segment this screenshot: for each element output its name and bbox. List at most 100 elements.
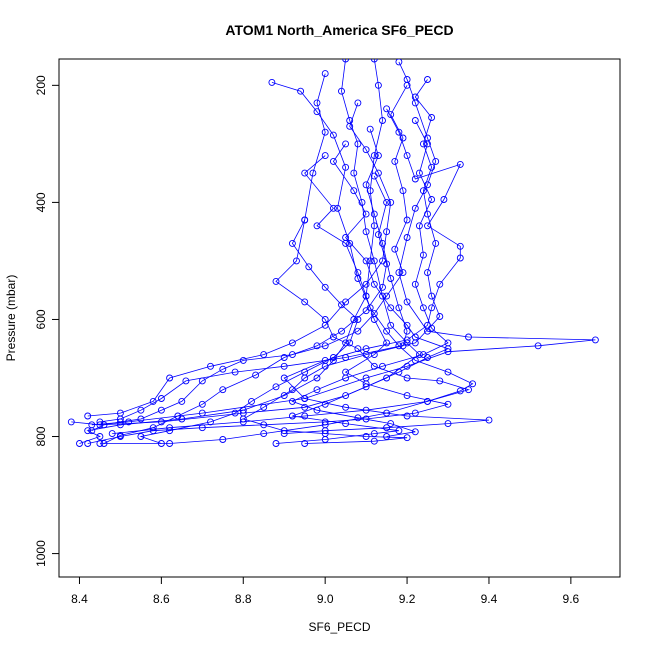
x-axis: 8.4 8.6 8.8 9.0 9.2 9.4 9.6	[71, 577, 580, 606]
data-point	[321, 418, 329, 426]
data-point	[424, 269, 431, 277]
data-point	[272, 440, 280, 447]
data-point	[280, 427, 288, 435]
series-line	[139, 219, 359, 444]
data-point	[342, 374, 350, 382]
data-point	[313, 374, 321, 382]
data-point	[301, 368, 309, 376]
data-point	[362, 257, 370, 265]
data-point	[338, 87, 345, 95]
series-line	[112, 73, 470, 434]
data-point	[379, 117, 386, 124]
data-point	[342, 163, 350, 171]
data-point	[198, 400, 206, 408]
data-point	[157, 406, 165, 414]
data-point	[313, 342, 321, 350]
data-point	[428, 304, 436, 312]
data-point	[88, 427, 96, 435]
y-axis-label: Pressure (mbar)	[4, 275, 18, 362]
data-point	[387, 111, 395, 119]
series-line	[283, 108, 490, 434]
data-point	[383, 424, 391, 432]
data-point	[354, 414, 362, 422]
data-point	[108, 430, 116, 438]
data-point	[288, 397, 296, 405]
data-point	[219, 436, 227, 443]
data-point	[321, 128, 329, 136]
data-point	[362, 380, 370, 388]
data-point	[280, 374, 288, 382]
data-point	[125, 418, 133, 426]
data-point	[411, 428, 419, 436]
data-point	[309, 169, 317, 177]
series-line	[103, 175, 388, 444]
data-point	[288, 412, 296, 420]
data-point	[342, 339, 350, 347]
x-tick-label: 9.4	[481, 592, 498, 606]
data-point	[411, 333, 419, 341]
data-point	[428, 163, 436, 171]
data-point	[321, 362, 329, 370]
data-point	[370, 257, 378, 265]
data-point	[383, 327, 391, 335]
data-point	[288, 239, 296, 247]
data-point	[424, 222, 431, 230]
x-tick-label: 9.0	[317, 592, 334, 606]
data-point	[354, 345, 362, 353]
data-point	[383, 433, 391, 440]
data-point	[387, 275, 395, 282]
data-point	[297, 87, 305, 95]
data-point	[354, 269, 362, 277]
data-point	[346, 339, 354, 347]
data-point	[84, 440, 92, 447]
data-point	[342, 59, 350, 63]
x-tick-label: 9.2	[399, 592, 416, 606]
data-point	[387, 304, 395, 312]
data-point	[207, 418, 214, 426]
data-point	[321, 283, 329, 291]
data-point	[383, 339, 391, 347]
data-point	[198, 377, 206, 385]
data-point	[395, 304, 403, 312]
data-point	[182, 377, 190, 385]
data-point	[387, 420, 395, 428]
data-point	[100, 440, 108, 447]
data-point	[399, 134, 407, 142]
data-point	[260, 430, 268, 438]
data-point	[391, 157, 399, 165]
data-point	[207, 362, 214, 370]
data-point	[239, 415, 247, 423]
x-tick-label: 8.4	[71, 592, 88, 606]
data-point	[100, 421, 108, 429]
data-point	[149, 424, 157, 432]
y-tick-label: 1000	[34, 540, 48, 567]
data-point	[313, 386, 321, 394]
data-point	[374, 152, 382, 160]
data-point	[399, 187, 407, 195]
data-point	[293, 257, 300, 265]
data-point	[374, 231, 382, 239]
y-tick-label: 200	[34, 75, 48, 95]
data-point	[239, 356, 247, 364]
data-point	[424, 397, 431, 405]
data-point	[399, 342, 407, 350]
data-point	[248, 397, 255, 405]
plot-frame	[58, 58, 621, 578]
data-point	[419, 351, 427, 359]
data-point	[362, 146, 370, 154]
series-line	[99, 79, 441, 423]
data-point	[305, 263, 313, 271]
data-point	[321, 152, 329, 160]
data-point	[313, 99, 321, 107]
x-tick-label: 8.8	[235, 592, 252, 606]
data-point	[338, 327, 345, 335]
data-point	[321, 400, 329, 408]
data-point	[362, 210, 370, 218]
data-point	[84, 427, 92, 435]
data-point	[268, 78, 276, 86]
plot-area	[67, 59, 599, 447]
data-point	[370, 437, 378, 445]
series-line	[87, 155, 449, 444]
data-point	[219, 365, 227, 373]
